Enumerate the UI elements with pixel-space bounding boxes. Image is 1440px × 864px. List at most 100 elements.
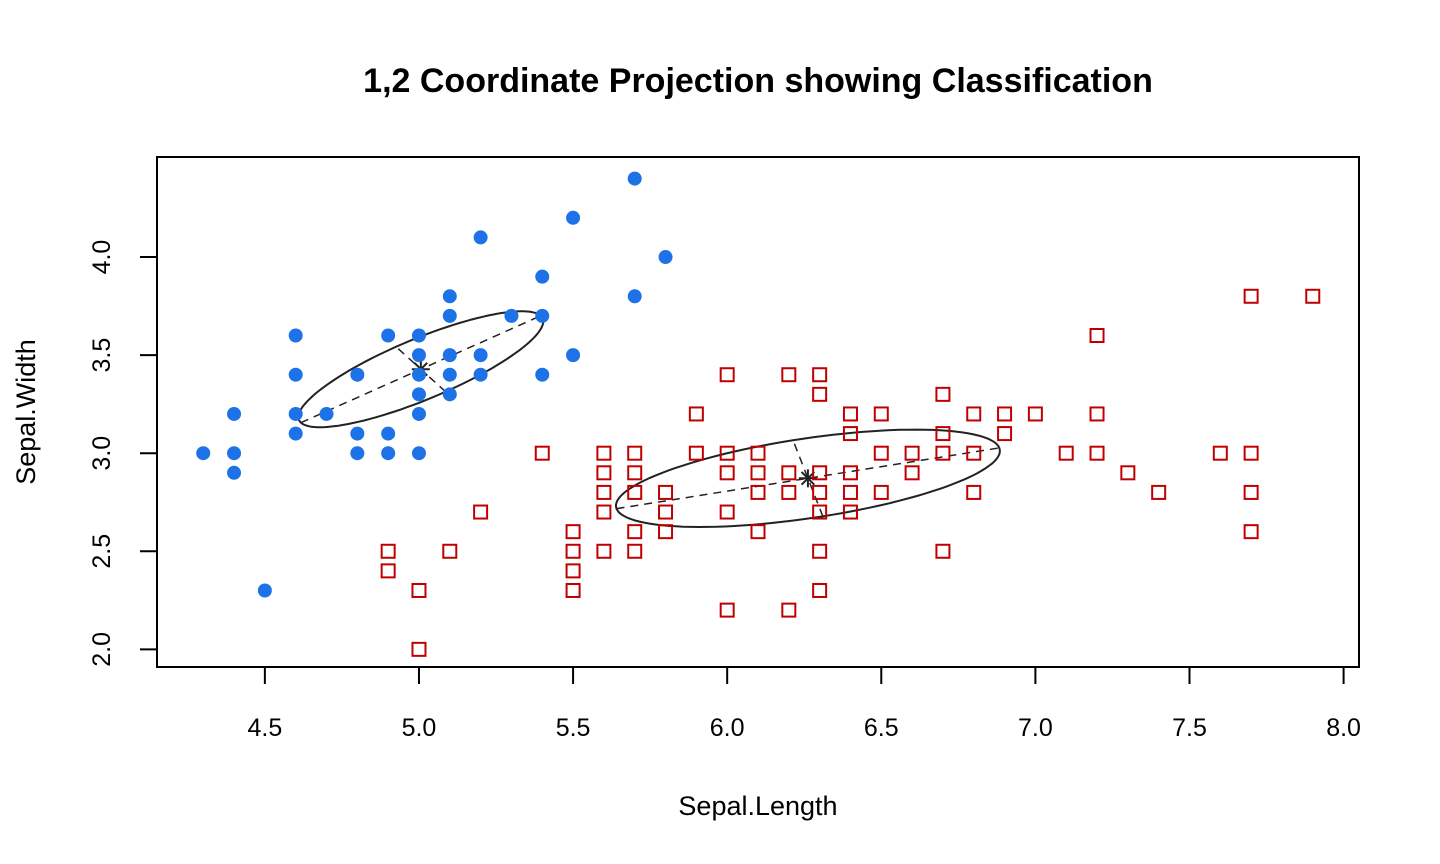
point-circle	[411, 348, 426, 363]
point-circle	[473, 230, 488, 245]
point-circle	[535, 308, 550, 323]
point-square	[1243, 484, 1259, 500]
point-circle	[288, 328, 303, 343]
point-square	[1151, 484, 1167, 500]
point-square	[658, 504, 674, 520]
x-tick-label: 5.0	[402, 714, 437, 742]
point-circle	[473, 367, 488, 382]
point-circle	[658, 250, 673, 265]
point-circle	[288, 426, 303, 441]
x-tick-label: 4.5	[247, 714, 282, 742]
point-square	[935, 543, 951, 559]
y-tick-label: 3.5	[88, 338, 116, 373]
point-square	[1305, 288, 1321, 304]
point-square	[627, 465, 643, 481]
plot-area	[196, 171, 1321, 657]
point-square	[842, 426, 858, 442]
point-circle	[227, 406, 242, 421]
point-square	[596, 445, 612, 461]
x-tick-label: 7.0	[1018, 714, 1053, 742]
point-square	[812, 465, 828, 481]
point-circle	[535, 367, 550, 382]
point-square	[565, 543, 581, 559]
point-square	[658, 524, 674, 540]
point-circle	[411, 328, 426, 343]
point-square	[873, 484, 889, 500]
point-circle	[227, 446, 242, 461]
point-square	[966, 484, 982, 500]
point-circle	[627, 289, 642, 304]
point-circle	[442, 348, 457, 363]
point-square	[904, 445, 920, 461]
point-square	[380, 543, 396, 559]
x-tick-label: 6.5	[864, 714, 899, 742]
point-circle	[319, 406, 334, 421]
point-square	[565, 583, 581, 598]
point-square	[750, 445, 766, 461]
point-square	[596, 465, 612, 481]
point-square	[750, 465, 766, 481]
point-square	[1089, 406, 1105, 422]
point-square	[842, 484, 858, 500]
point-circle	[381, 446, 396, 461]
point-square	[1243, 288, 1259, 304]
point-circle	[411, 446, 426, 461]
point-circle	[442, 289, 457, 304]
point-circle	[350, 367, 365, 382]
point-square	[658, 484, 674, 500]
point-square	[719, 367, 735, 383]
point-square	[1120, 465, 1136, 481]
point-square	[781, 602, 797, 618]
point-circle	[381, 426, 396, 441]
point-square	[1089, 328, 1105, 343]
x-tick-label: 6.0	[710, 714, 745, 742]
point-circle	[473, 348, 488, 363]
point-circle	[411, 406, 426, 421]
point-circle	[288, 367, 303, 382]
point-circle	[381, 328, 396, 343]
point-square	[1243, 445, 1259, 461]
point-circle	[504, 308, 519, 323]
point-square	[627, 543, 643, 559]
point-square	[719, 602, 735, 618]
point-square	[719, 504, 735, 520]
y-tick-label: 4.0	[88, 240, 116, 275]
point-circle	[442, 367, 457, 382]
point-circle	[350, 446, 365, 461]
point-circle	[257, 583, 272, 598]
cluster-ellipse	[615, 428, 1001, 529]
point-square	[781, 367, 797, 383]
point-square	[596, 543, 612, 559]
point-square	[380, 563, 396, 579]
point-square	[688, 445, 704, 461]
point-square	[812, 583, 828, 598]
x-axis-label: Sepal.Length	[678, 791, 837, 821]
point-square	[1243, 524, 1259, 540]
point-square	[997, 426, 1013, 442]
point-square	[596, 504, 612, 520]
point-square	[1089, 445, 1105, 461]
point-square	[627, 524, 643, 540]
x-tick-label: 7.5	[1172, 714, 1207, 742]
point-circle	[411, 387, 426, 402]
point-square	[997, 406, 1013, 422]
point-circle	[227, 465, 242, 480]
point-square	[596, 484, 612, 500]
point-square	[565, 524, 581, 540]
point-square	[966, 445, 982, 461]
x-axis: 4.5 5.0 5.5 6.0 6.5 7.0 7.5 8.0	[247, 666, 1361, 742]
point-square	[411, 641, 427, 657]
point-circle	[442, 308, 457, 323]
point-square	[1058, 445, 1074, 461]
point-circle	[627, 171, 642, 186]
point-circle	[196, 446, 211, 461]
point-square	[812, 386, 828, 402]
point-square	[966, 406, 982, 422]
point-square	[442, 543, 458, 559]
point-square	[904, 465, 920, 481]
y-tick-label: 2.5	[88, 534, 116, 569]
chart-title: 1,2 Coordinate Projection showing Classi…	[363, 62, 1153, 100]
point-circle	[442, 387, 457, 402]
point-square	[750, 484, 766, 500]
